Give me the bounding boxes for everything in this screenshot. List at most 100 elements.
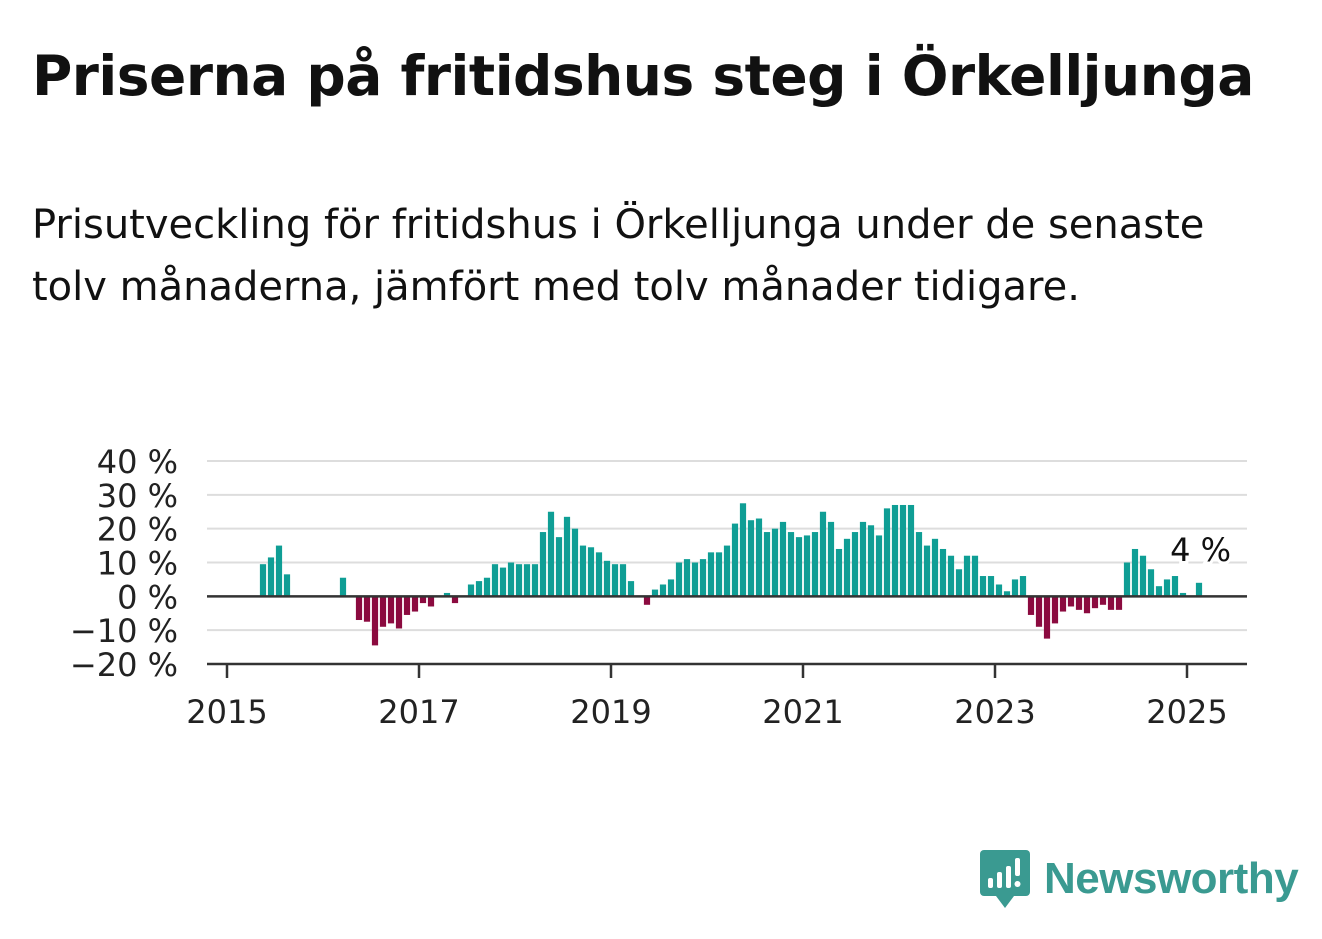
bar [547, 511, 555, 597]
bar [643, 596, 651, 605]
bar [1107, 596, 1115, 610]
bar [515, 564, 523, 597]
bar [259, 564, 267, 597]
newsworthy-logo: Newsworthy [980, 850, 1299, 908]
y-tick-label: 10 % [97, 545, 178, 583]
bar [483, 577, 491, 597]
bar [619, 564, 627, 597]
bar [923, 545, 931, 597]
bars [259, 503, 1203, 646]
bar [411, 596, 419, 612]
x-tick-label: 2015 [186, 693, 267, 731]
bar [883, 508, 891, 597]
bar [955, 569, 963, 597]
bar [995, 584, 1003, 597]
bar [851, 532, 859, 597]
bar [1075, 596, 1083, 610]
y-tick-label: 20 % [97, 511, 178, 549]
bar [795, 537, 803, 597]
bar [651, 589, 659, 597]
bar [931, 538, 939, 597]
bar [507, 562, 515, 597]
bar [579, 545, 587, 597]
bar [523, 564, 531, 597]
bar [691, 562, 699, 597]
bar [907, 504, 915, 597]
bar [1171, 576, 1179, 597]
bar [363, 596, 371, 622]
axes [207, 595, 1247, 678]
bar [939, 548, 947, 597]
bar [475, 581, 483, 597]
bar [843, 538, 851, 597]
bar [563, 516, 571, 597]
bar [963, 555, 971, 597]
bar [867, 525, 875, 597]
bar [971, 555, 979, 597]
bar [827, 521, 835, 597]
bar [371, 596, 379, 646]
bar [395, 596, 403, 629]
bar [987, 576, 995, 597]
bar [899, 504, 907, 597]
bar [1147, 569, 1155, 597]
bar [739, 503, 747, 597]
x-tick-label: 2019 [570, 693, 651, 731]
bar [275, 545, 283, 597]
chart-subtitle: Prisutveckling för fritidshus i Örkellju… [32, 202, 1205, 310]
bar [1163, 579, 1171, 597]
bar [891, 504, 899, 597]
bar [715, 552, 723, 597]
bar [339, 577, 347, 597]
bar [531, 564, 539, 597]
bar [419, 596, 427, 604]
bar [667, 579, 675, 597]
bar [787, 532, 795, 597]
bar [1027, 596, 1035, 615]
bar [707, 552, 715, 597]
bar [1051, 596, 1059, 624]
newsworthy-logo-text: Newsworthy [1044, 854, 1299, 903]
x-tick-label: 2017 [378, 693, 459, 731]
bar [947, 555, 955, 597]
y-tick-label: −10 % [70, 612, 178, 650]
chart-title: Priserna på fritidshus steg i Örkelljung… [32, 44, 1254, 108]
last-value-annotation: 4 % [1170, 531, 1231, 569]
bar [1139, 555, 1147, 597]
y-tick-label: −20 % [70, 646, 178, 684]
bar [699, 559, 707, 597]
bar [1083, 596, 1091, 614]
bar [1043, 596, 1051, 639]
bar [1123, 562, 1131, 597]
bar [555, 537, 563, 597]
bar [979, 576, 987, 597]
bar [355, 596, 363, 621]
bar [1131, 548, 1139, 597]
bar [403, 596, 411, 615]
bar [915, 532, 923, 597]
bar [1115, 596, 1123, 610]
bar [571, 528, 579, 597]
bar [379, 596, 387, 627]
bar [771, 528, 779, 597]
bar [283, 574, 291, 597]
bar [1155, 586, 1163, 597]
bar [723, 545, 731, 597]
bar [859, 521, 867, 597]
bar [267, 557, 275, 597]
bar [875, 535, 883, 597]
bar [1011, 579, 1019, 597]
bar [683, 559, 691, 597]
bar [587, 547, 595, 597]
bar [539, 532, 547, 597]
bar [811, 532, 819, 597]
bar [451, 596, 459, 604]
bar [779, 521, 787, 597]
bar [1091, 596, 1099, 609]
bar [755, 518, 763, 597]
bar [1179, 592, 1187, 597]
bar [427, 596, 435, 607]
bar [675, 562, 683, 597]
bar [627, 581, 635, 597]
bar [803, 535, 811, 597]
